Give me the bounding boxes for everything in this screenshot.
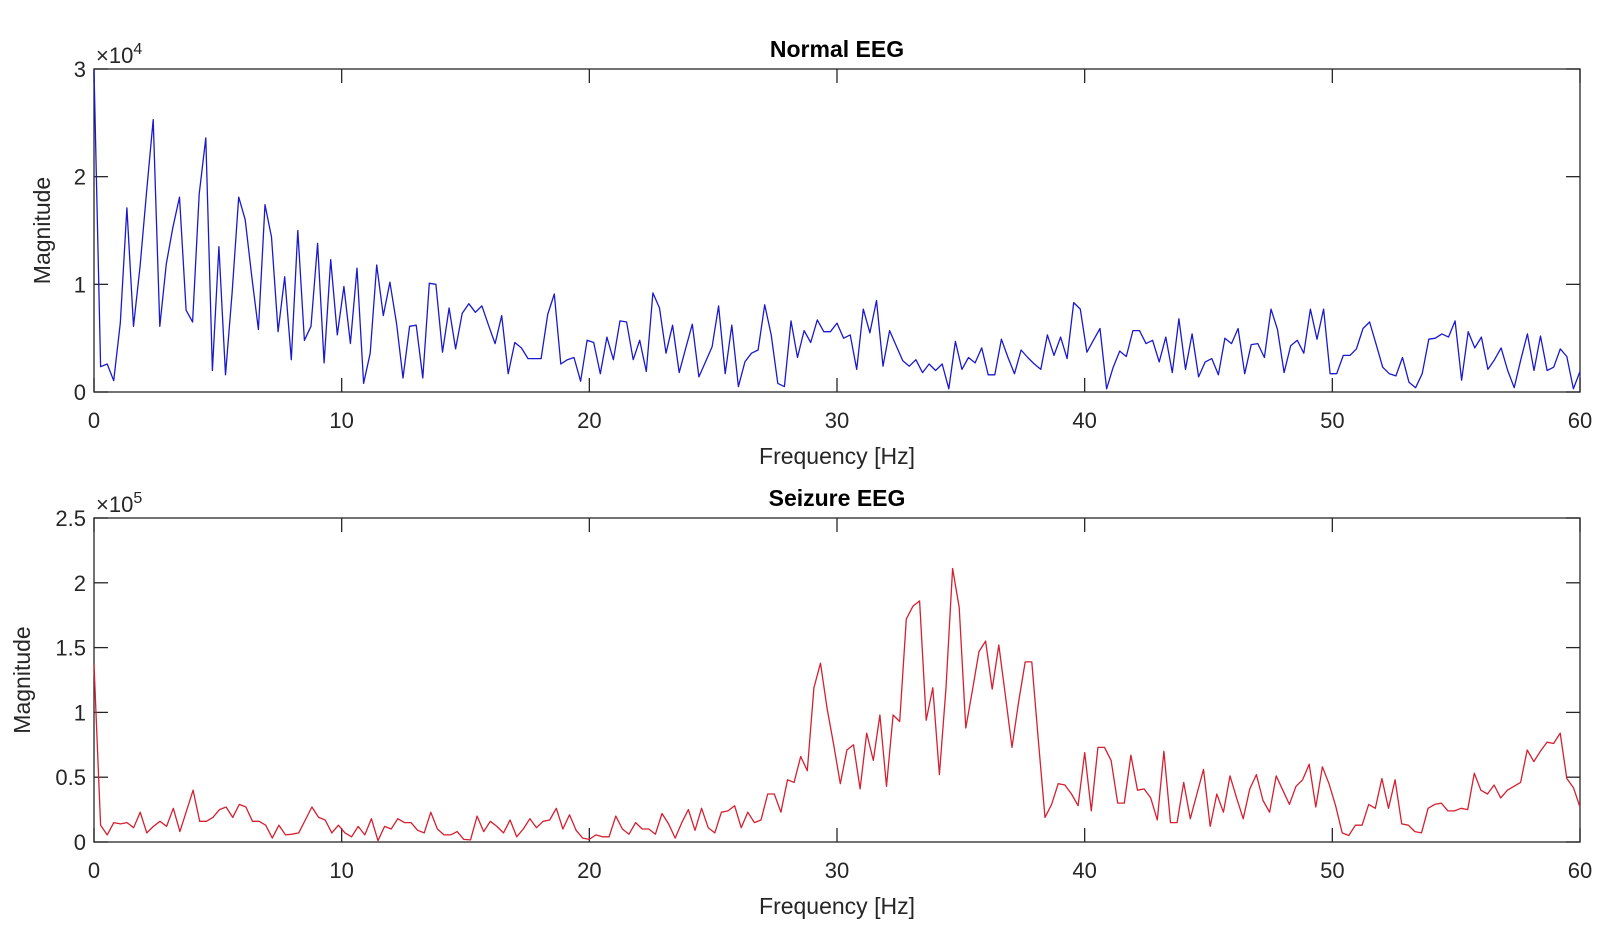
spectrum-line bbox=[93, 70, 1581, 390]
x-tick-label: 0 bbox=[88, 408, 100, 433]
x-tick-label: 20 bbox=[577, 858, 601, 883]
y-exponent-base: ×10 bbox=[96, 492, 133, 517]
x-tick-label: 10 bbox=[329, 408, 353, 433]
y-exponent-power: 4 bbox=[133, 41, 142, 58]
x-tick-label: 60 bbox=[1568, 858, 1592, 883]
subplot-title: Seizure EEG bbox=[769, 485, 906, 511]
y-exponent-label: ×105 bbox=[96, 490, 142, 517]
subplot-2: 0 10 20 30 40 50 60 0 0.5 1 1.5 2 2.5 ×105 Seizure EEG… bbox=[9, 485, 1592, 919]
y-exponent-power: 5 bbox=[133, 490, 142, 507]
x-axis-label: Frequency [Hz] bbox=[759, 893, 915, 919]
spectrum-line bbox=[93, 567, 1581, 842]
y-tick-label: 2 bbox=[74, 571, 86, 596]
axes-box bbox=[93, 517, 1581, 843]
x-tick-label: 10 bbox=[329, 858, 353, 883]
x-axis-label: Frequency [Hz] bbox=[759, 443, 915, 469]
axes-box bbox=[93, 68, 1581, 393]
y-tick-label: 1 bbox=[74, 272, 86, 297]
x-tick-label: 30 bbox=[825, 858, 849, 883]
y-exponent-base: ×10 bbox=[96, 43, 133, 68]
x-tick-label: 60 bbox=[1568, 408, 1592, 433]
y-tick-label: 2.5 bbox=[55, 506, 86, 531]
x-tick-label: 40 bbox=[1072, 858, 1096, 883]
y-exponent-label: ×104 bbox=[96, 41, 142, 68]
subplot-title: Normal EEG bbox=[770, 36, 904, 62]
x-tick-label: 30 bbox=[825, 408, 849, 433]
x-tick-label: 20 bbox=[577, 408, 601, 433]
y-tick-label: 1.5 bbox=[55, 636, 86, 661]
y-tick-label: 0 bbox=[74, 380, 86, 405]
y-tick-label: 3 bbox=[74, 57, 86, 82]
y-tick-label: 2 bbox=[74, 165, 86, 190]
x-tick-label: 40 bbox=[1072, 408, 1096, 433]
x-tick-label: 50 bbox=[1320, 408, 1344, 433]
y-axis-label: Magnitude bbox=[9, 626, 35, 733]
subplot-1: 0 10 20 30 40 50 60 0 1 2 3 ×104 Normal EEG Frequency… bbox=[29, 36, 1592, 469]
y-tick-label: 0 bbox=[74, 830, 86, 855]
y-tick-label: 1 bbox=[74, 700, 86, 725]
y-axis-label: Magnitude bbox=[29, 177, 55, 284]
x-tick-label: 0 bbox=[88, 858, 100, 883]
y-tick-label: 0.5 bbox=[55, 765, 86, 790]
x-tick-label: 50 bbox=[1320, 858, 1344, 883]
